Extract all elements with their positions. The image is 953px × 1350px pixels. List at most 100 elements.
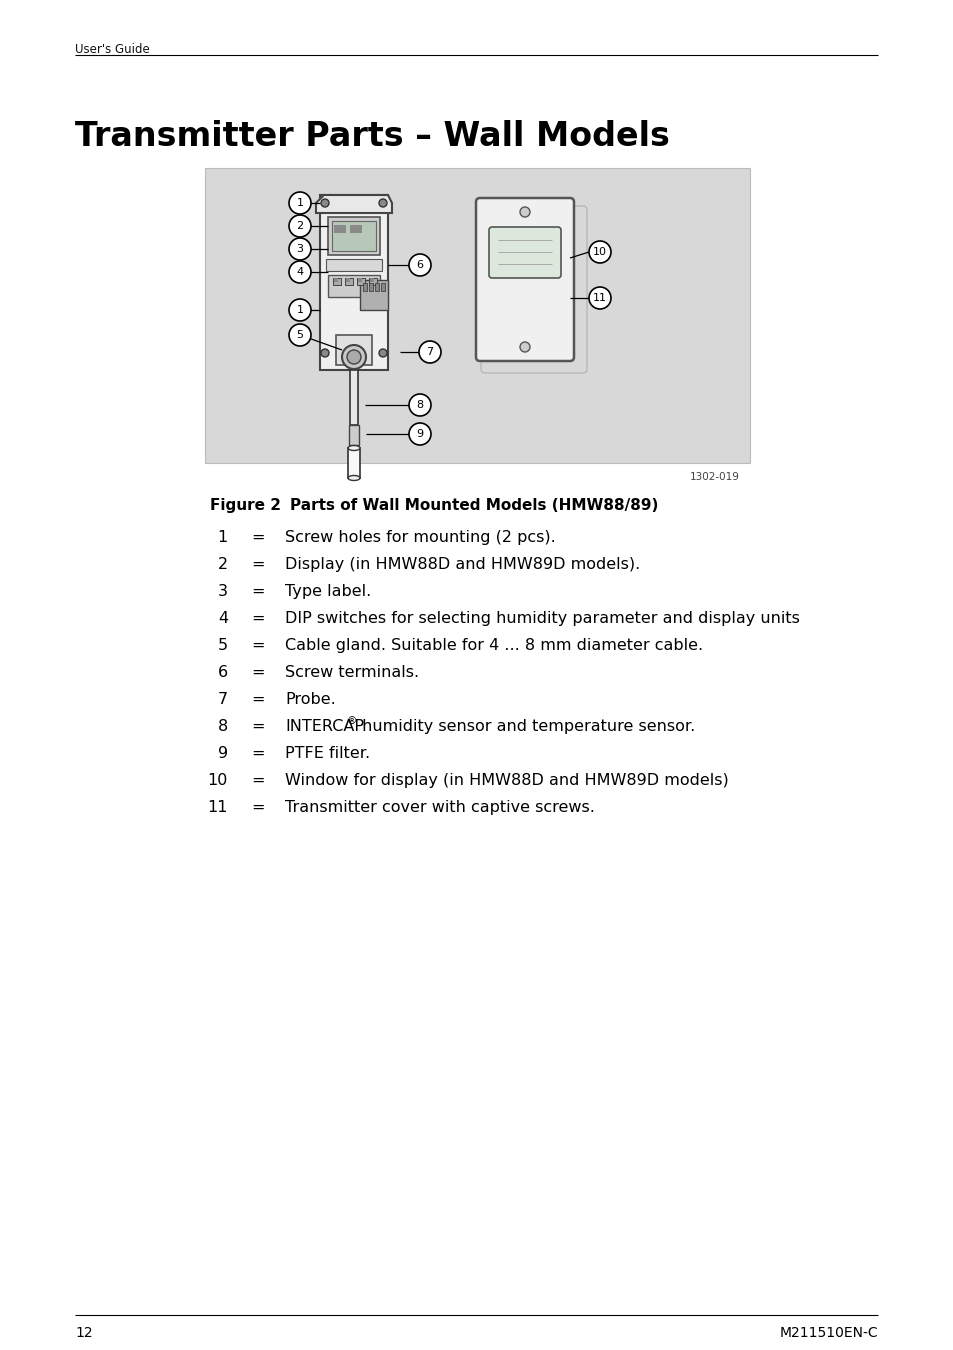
Circle shape: [289, 215, 311, 238]
Text: Window for display (in HMW88D and HMW89D models): Window for display (in HMW88D and HMW89D…: [285, 774, 728, 788]
Text: 4: 4: [217, 612, 228, 626]
Bar: [348, 448, 359, 478]
Circle shape: [341, 346, 366, 369]
Text: Parts of Wall Mounted Models (HMW88/89): Parts of Wall Mounted Models (HMW88/89): [290, 498, 658, 513]
Bar: [350, 370, 357, 425]
Circle shape: [409, 423, 431, 446]
Circle shape: [418, 342, 440, 363]
Text: humidity sensor and temperature sensor.: humidity sensor and temperature sensor.: [356, 720, 695, 734]
Circle shape: [409, 394, 431, 416]
Text: =: =: [251, 747, 265, 761]
Text: 10: 10: [593, 247, 606, 256]
Text: Screw terminals.: Screw terminals.: [285, 666, 418, 680]
Text: User's Guide: User's Guide: [75, 43, 150, 55]
Bar: [333, 278, 340, 285]
Bar: [349, 425, 358, 446]
Text: =: =: [251, 639, 265, 653]
Bar: [205, 167, 749, 463]
Circle shape: [378, 198, 387, 207]
Text: =: =: [251, 558, 265, 572]
FancyBboxPatch shape: [489, 227, 560, 278]
Bar: [335, 335, 372, 365]
Text: Transmitter Parts – Wall Models: Transmitter Parts – Wall Models: [75, 120, 669, 153]
Text: 12: 12: [75, 1326, 92, 1341]
Circle shape: [588, 242, 610, 263]
Circle shape: [320, 350, 329, 356]
Circle shape: [289, 298, 311, 321]
Bar: [356, 278, 365, 285]
Bar: [357, 278, 361, 282]
Circle shape: [588, 288, 610, 309]
Text: 8: 8: [416, 400, 423, 410]
Ellipse shape: [348, 475, 359, 481]
Bar: [350, 225, 361, 234]
Circle shape: [409, 254, 431, 275]
Text: INTERCAP: INTERCAP: [285, 720, 364, 734]
Circle shape: [289, 192, 311, 215]
Text: 1: 1: [296, 305, 303, 315]
Text: =: =: [251, 720, 265, 734]
Bar: [326, 259, 381, 271]
Bar: [334, 225, 346, 234]
Text: =: =: [251, 531, 265, 545]
Text: Transmitter cover with captive screws.: Transmitter cover with captive screws.: [285, 801, 595, 815]
Text: 6: 6: [416, 261, 423, 270]
Text: =: =: [251, 612, 265, 626]
Text: 1: 1: [296, 198, 303, 208]
Text: 6: 6: [217, 666, 228, 680]
Text: M211510EN-C: M211510EN-C: [779, 1326, 877, 1341]
Circle shape: [320, 198, 329, 207]
Text: =: =: [251, 666, 265, 680]
Text: 3: 3: [218, 585, 228, 599]
Text: 8: 8: [217, 720, 228, 734]
Text: Type label.: Type label.: [285, 585, 371, 599]
Text: Cable gland. Suitable for 4 ... 8 mm diameter cable.: Cable gland. Suitable for 4 ... 8 mm dia…: [285, 639, 702, 653]
Bar: [332, 221, 375, 251]
Text: PTFE filter.: PTFE filter.: [285, 747, 370, 761]
Text: Display (in HMW88D and HMW89D models).: Display (in HMW88D and HMW89D models).: [285, 558, 639, 572]
Text: DIP switches for selecting humidity parameter and display units: DIP switches for selecting humidity para…: [285, 612, 799, 626]
Text: 5: 5: [217, 639, 228, 653]
Text: 10: 10: [208, 774, 228, 788]
Text: =: =: [251, 801, 265, 815]
Text: 3: 3: [296, 244, 303, 254]
Text: 4: 4: [296, 267, 303, 277]
Text: 7: 7: [426, 347, 433, 356]
Circle shape: [289, 238, 311, 261]
Bar: [375, 284, 378, 292]
Bar: [369, 278, 376, 285]
Text: 1302-019: 1302-019: [689, 472, 740, 482]
Text: ®: ®: [347, 716, 356, 726]
Text: =: =: [251, 693, 265, 707]
Circle shape: [519, 342, 530, 352]
Text: 11: 11: [593, 293, 606, 302]
Bar: [345, 278, 353, 285]
Text: Probe.: Probe.: [285, 693, 335, 707]
Text: 2: 2: [217, 558, 228, 572]
Polygon shape: [315, 194, 392, 213]
Bar: [380, 284, 385, 292]
Bar: [370, 278, 374, 282]
Text: 9: 9: [416, 429, 423, 439]
FancyBboxPatch shape: [476, 198, 574, 360]
Text: 1: 1: [217, 531, 228, 545]
Bar: [363, 284, 367, 292]
Ellipse shape: [348, 446, 359, 451]
Bar: [346, 278, 350, 282]
Text: 9: 9: [217, 747, 228, 761]
Circle shape: [289, 324, 311, 346]
Circle shape: [519, 207, 530, 217]
Text: =: =: [251, 774, 265, 788]
Text: Screw holes for mounting (2 pcs).: Screw holes for mounting (2 pcs).: [285, 531, 556, 545]
Bar: [328, 275, 379, 297]
Bar: [369, 284, 373, 292]
Circle shape: [347, 350, 360, 365]
Text: =: =: [251, 585, 265, 599]
Text: 5: 5: [296, 329, 303, 340]
Bar: [319, 194, 388, 370]
Text: 7: 7: [217, 693, 228, 707]
Text: 2: 2: [296, 221, 303, 231]
Text: 11: 11: [208, 801, 228, 815]
Bar: [334, 278, 337, 282]
Circle shape: [289, 261, 311, 284]
